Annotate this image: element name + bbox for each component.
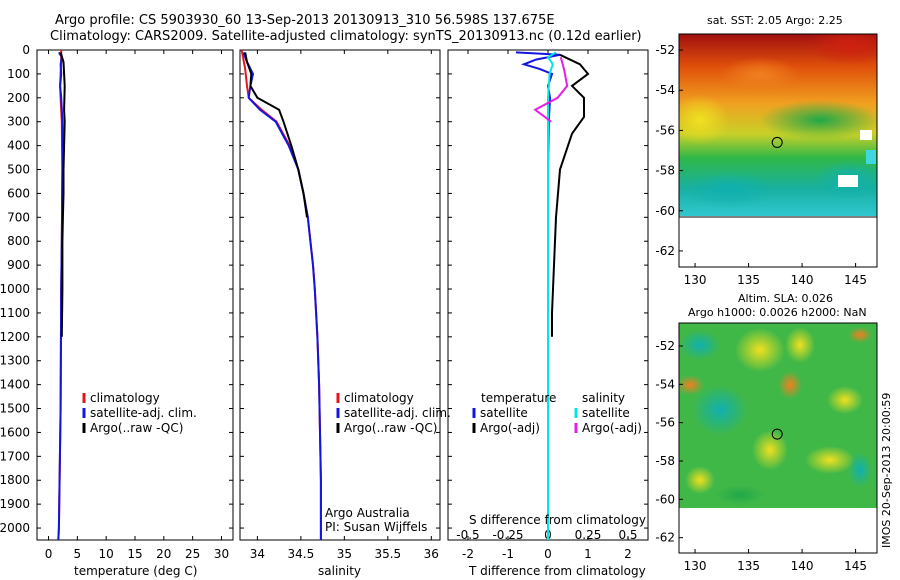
sla-map-title-1: Altim. SLA: 0.026 xyxy=(738,292,834,305)
sst-map-x-tick-label: 145 xyxy=(844,273,867,287)
temperature-legend-label: Argo(..raw -QC) xyxy=(90,421,183,435)
sst-map-y-tick-label: -54 xyxy=(655,83,675,97)
depth-tick-label: 1600 xyxy=(0,425,30,439)
tdiff-x-tick-label: 1 xyxy=(584,547,592,561)
salinity-legend-label: Argo(..raw -QC) xyxy=(344,421,437,435)
depth-tick-label: 1800 xyxy=(0,473,30,487)
depth-tick-label: 400 xyxy=(7,139,30,153)
depth-tick-label: 1100 xyxy=(0,306,30,320)
salinity-argo-line xyxy=(244,52,308,218)
sla-map-y-tick-label: -54 xyxy=(655,377,675,391)
sla-map-y-tick-label: -56 xyxy=(655,416,675,430)
depth-tick-label: 0 xyxy=(22,43,30,57)
tdiff-legend-label: satellite xyxy=(480,406,528,420)
imos-timestamp: IMOS 20-Sep-2013 20:00:59 xyxy=(880,392,893,548)
depth-tick-label: 300 xyxy=(7,115,30,129)
depth-tick-label: 200 xyxy=(7,91,30,105)
credit-agency: Argo Australia xyxy=(325,506,410,520)
sst-map-title: sat. SST: 2.05 Argo: 2.25 xyxy=(707,14,843,27)
difference-xlabel: T difference from climatology xyxy=(469,564,646,578)
credit-pi: PI: Susan Wijffels xyxy=(325,520,428,534)
sdiff-legend-label: satellite xyxy=(582,406,630,420)
temperature-xlabel: temperature (deg C) xyxy=(74,564,198,578)
sla-map-x-tick-label: 140 xyxy=(791,559,814,573)
temperature-x-tick-label: 10 xyxy=(99,547,114,561)
depth-tick-label: 1900 xyxy=(0,497,30,511)
sst-map xyxy=(678,33,878,268)
depth-tick-label: 2000 xyxy=(0,521,30,535)
tdiff-argo-line xyxy=(551,53,590,337)
profile-title: Argo profile: CS 5903930_60 13-Sep-2013 … xyxy=(55,13,555,28)
sst-map-y-tick-label: -62 xyxy=(655,244,675,258)
sla-map-y-tick-label: -52 xyxy=(655,339,675,353)
depth-tick-label: 1700 xyxy=(0,449,30,463)
sla-map-x-tick-label: 135 xyxy=(737,559,760,573)
salinity-x-tick-label: 36 xyxy=(424,547,439,561)
salinity-xlabel: salinity xyxy=(318,564,362,578)
temperature-x-tick-label: 20 xyxy=(156,547,171,561)
salinity-x-tick-label: 35.5 xyxy=(374,547,401,561)
sdiff-satellite-line xyxy=(546,51,557,540)
depth-tick-label: 900 xyxy=(7,258,30,272)
sst-map-x-tick-label: 130 xyxy=(684,273,707,287)
sla-profile-marker xyxy=(771,428,783,440)
sdiff-argo-line xyxy=(533,56,569,123)
sdiff-x-tick-label: -0.25 xyxy=(492,528,523,542)
sst-map-x-tick-label: 140 xyxy=(791,273,814,287)
depth-tick-label: 700 xyxy=(7,210,30,224)
sla-map-y-tick-label: -60 xyxy=(655,492,675,506)
sla-map xyxy=(678,322,878,554)
sla-map-title-2: Argo h1000: 0.0026 h2000: NaN xyxy=(688,306,867,319)
climatology-title: Climatology: CARS2009. Satellite-adjuste… xyxy=(50,29,642,44)
tdiff-x-tick-label: -1 xyxy=(502,547,514,561)
temperature-satellite-line xyxy=(57,51,64,540)
temperature-x-tick-label: 5 xyxy=(74,547,82,561)
s-difference-xlabel: S difference from climatology xyxy=(469,513,646,527)
tdiff-x-tick-label: 0 xyxy=(544,547,552,561)
sla-map-y-tick-label: -58 xyxy=(655,454,675,468)
depth-tick-label: 1000 xyxy=(0,282,30,296)
depth-tick-label: 100 xyxy=(7,67,30,81)
sst-map-y-tick-label: -56 xyxy=(655,123,675,137)
sst-map-x-tick-label: 135 xyxy=(737,273,760,287)
salinity-x-tick-label: 34.5 xyxy=(288,547,315,561)
temperature-argo-line xyxy=(59,52,66,337)
temperature-axes xyxy=(36,49,234,541)
salinity-axes xyxy=(239,49,441,541)
sst-profile-marker xyxy=(771,136,783,148)
temperature-x-tick-label: 0 xyxy=(45,547,53,561)
depth-tick-label: 1400 xyxy=(0,378,30,392)
sst-map-y-tick-label: -58 xyxy=(655,164,675,178)
depth-tick-label: 500 xyxy=(7,163,30,177)
sla-map-x-tick-label: 145 xyxy=(844,559,867,573)
tdiff-legend-label: Argo(-adj) xyxy=(480,421,540,435)
depth-tick-label: 800 xyxy=(7,234,30,248)
sdiff-legend-label: Argo(-adj) xyxy=(582,421,642,435)
depth-tick-label: 600 xyxy=(7,186,30,200)
sdiff-x-tick-label: -0.5 xyxy=(456,528,479,542)
salinity-x-tick-label: 34 xyxy=(250,547,265,561)
tdiff-x-tick-label: -2 xyxy=(462,547,474,561)
depth-tick-label: 1500 xyxy=(0,402,30,416)
temperature-x-tick-label: 25 xyxy=(185,547,200,561)
tdiff-x-tick-label: 2 xyxy=(624,547,632,561)
temperature-legend-label: climatology xyxy=(90,391,160,405)
sdiff-legend-title: salinity xyxy=(582,391,625,405)
salinity-legend-label: climatology xyxy=(344,391,414,405)
tdiff-legend-title: temperature xyxy=(481,391,556,405)
depth-tick-label: 1200 xyxy=(0,330,30,344)
salinity-legend-label: satellite-adj. clim. xyxy=(344,406,451,420)
sdiff-x-tick-label: 0.25 xyxy=(575,528,602,542)
sla-map-y-tick-label: -62 xyxy=(655,531,675,545)
sst-map-y-tick-label: -60 xyxy=(655,204,675,218)
sla-map-x-tick-label: 130 xyxy=(684,559,707,573)
temperature-legend-label: satellite-adj. clim. xyxy=(90,406,197,420)
salinity-x-tick-label: 35 xyxy=(337,547,352,561)
temperature-x-tick-label: 30 xyxy=(214,547,229,561)
depth-tick-label: 1300 xyxy=(0,354,30,368)
sst-map-y-tick-label: -52 xyxy=(655,43,675,57)
temperature-x-tick-label: 15 xyxy=(127,547,142,561)
sdiff-x-tick-label: 0.5 xyxy=(618,528,637,542)
